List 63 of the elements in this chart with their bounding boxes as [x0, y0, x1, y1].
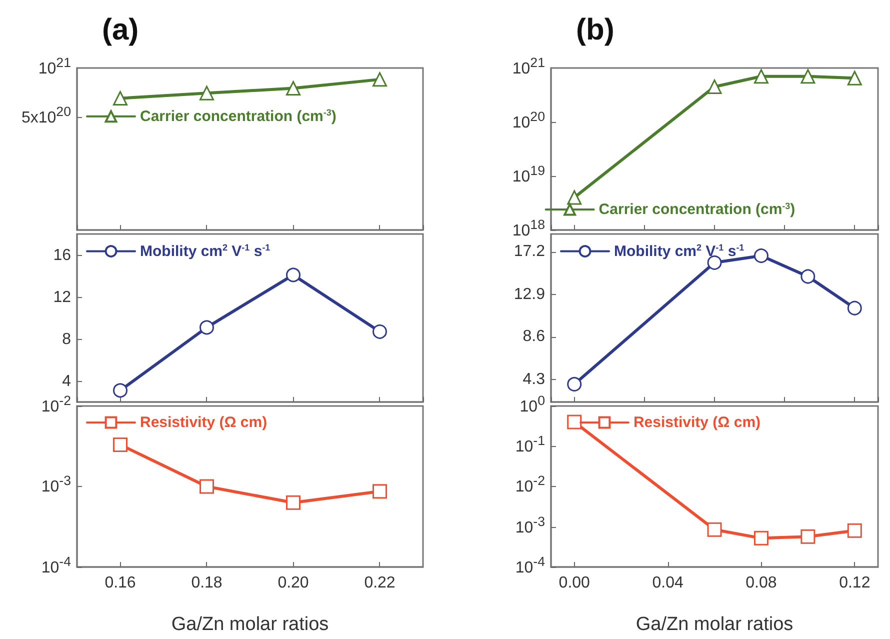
y-tick-label: 12.9	[514, 284, 545, 305]
point	[800, 529, 816, 544]
x-tick-label: 0.12	[839, 574, 870, 592]
point	[286, 80, 300, 96]
point	[754, 248, 768, 263]
point	[200, 320, 214, 335]
y-tick-label: 10$^{0}$	[520, 392, 545, 416]
point	[800, 69, 816, 84]
x-tick-label: 0.22	[364, 574, 396, 592]
y-tick-label: 10$^{-2}$	[515, 472, 545, 496]
point	[800, 269, 816, 284]
point	[567, 190, 582, 205]
x-tick-label: 0.00	[558, 574, 590, 592]
y-tick-label: 17.2	[514, 242, 545, 262]
y-tick-label: 16	[53, 246, 71, 266]
chart-title: (a)	[102, 14, 139, 46]
point	[847, 523, 862, 538]
point	[847, 70, 862, 86]
legend-label: Resistivity (Ω cm)	[140, 414, 268, 431]
point	[372, 72, 387, 87]
x-axis-title: Ga/Zn molar ratios	[636, 614, 794, 635]
y-tick-label: 10$^{-3}$	[515, 512, 545, 536]
y-tick-label: 10$^{-4}$	[515, 552, 545, 576]
point	[567, 414, 582, 430]
y-tick-label: 8	[62, 330, 71, 350]
point	[707, 255, 722, 270]
y-tick-label: 8.6	[522, 327, 545, 348]
point	[200, 86, 214, 100]
legend-label: Resistivity (Ω cm)	[633, 414, 761, 431]
y-tick-label: 10$^{21}$	[512, 54, 545, 78]
y-tick-label: 12	[53, 288, 71, 308]
y-tick-label: 10$^{-4}$	[41, 552, 71, 576]
point	[754, 530, 768, 546]
y-tick-label: 10$^{-2}$	[41, 392, 71, 416]
x-axis-title: Ga/Zn molar ratios	[171, 614, 329, 635]
chart-title: (b)	[576, 14, 614, 46]
y-tick-label: 10$^{20}$	[512, 108, 545, 132]
point	[707, 522, 722, 537]
y-tick-label: 5x10$^{20}$	[21, 102, 71, 126]
point	[113, 383, 128, 398]
y-tick-label: 10$^{18}$	[512, 216, 545, 240]
x-tick-label: 0.16	[104, 574, 136, 592]
point	[567, 376, 582, 392]
y-tick-label: 10$^{19}$	[512, 162, 545, 186]
point	[372, 324, 387, 339]
x-tick-label: 0.20	[278, 574, 309, 592]
x-tick-label: 0.08	[746, 574, 777, 592]
point	[707, 79, 722, 94]
point	[372, 484, 387, 499]
x-tick-label: 0.18	[191, 574, 222, 592]
point	[754, 69, 768, 84]
point	[200, 479, 214, 494]
point	[113, 438, 128, 452]
y-tick-label: 10$^{21}$	[38, 54, 71, 78]
point	[286, 268, 300, 282]
point	[847, 300, 862, 316]
y-tick-label: 4	[62, 372, 71, 392]
y-tick-label: 4.3	[522, 370, 545, 390]
x-tick-label: 0.04	[652, 574, 684, 592]
y-tick-label: 10$^{-3}$	[41, 472, 71, 496]
y-tick-label: 10$^{-1}$	[515, 432, 545, 456]
point	[113, 91, 128, 106]
point	[286, 495, 300, 510]
